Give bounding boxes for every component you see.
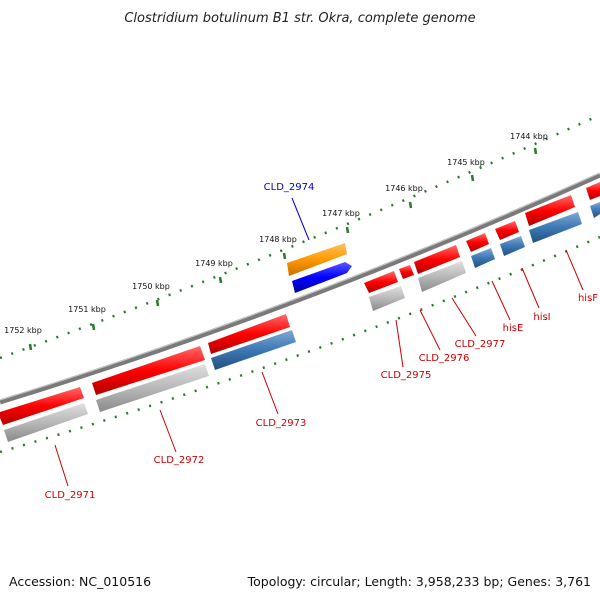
gene-cld-2971[interactable] bbox=[0, 387, 84, 425]
major-tick bbox=[218, 276, 223, 284]
major-tick bbox=[91, 323, 96, 331]
track-cld-2977 bbox=[418, 261, 466, 292]
tick-label: 1749 kbp bbox=[195, 259, 233, 268]
tick-label: 1751 kbp bbox=[68, 305, 106, 314]
gene-cld-2973[interactable] bbox=[208, 314, 290, 354]
gene-cld-2975[interactable] bbox=[364, 271, 398, 293]
track-cld-2972 bbox=[96, 364, 209, 412]
topology-summary: Topology: circular; Length: 3,958,233 bp… bbox=[247, 574, 591, 589]
tick-label: 1748 kbp bbox=[259, 235, 297, 244]
gene-cld-2974[interactable] bbox=[292, 262, 352, 293]
tick-label: 1747 kbp bbox=[322, 209, 360, 218]
tick-label: 1752 kbp bbox=[4, 326, 42, 335]
major-tick bbox=[408, 201, 413, 209]
major-tick bbox=[28, 343, 33, 351]
gene-label-hise[interactable]: hisE bbox=[503, 323, 524, 334]
tick-label: 1750 kbp bbox=[132, 282, 170, 291]
gene-label-hisf[interactable]: hisF bbox=[578, 293, 598, 304]
gene-label-cld-2972[interactable]: CLD_2972 bbox=[154, 455, 205, 466]
track-hisf bbox=[529, 212, 582, 243]
gene-label-cld-2974[interactable]: CLD_2974 bbox=[264, 182, 315, 193]
genome-backbone bbox=[0, 172, 600, 405]
major-tick bbox=[533, 147, 538, 155]
gene-label-cld-2971[interactable]: CLD_2971 bbox=[45, 490, 96, 501]
genome-backbone-highlight bbox=[0, 172, 600, 401]
major-tick bbox=[155, 299, 160, 307]
gene-cld-2976[interactable] bbox=[399, 265, 414, 279]
gene-labels: CLD_2974 CLD_2971 CLD_2972 CLD_2973 CLD_2975… bbox=[45, 182, 599, 501]
scale-major-ticks bbox=[28, 147, 538, 351]
gene-cld-2974-orange[interactable] bbox=[287, 243, 347, 276]
accession-text: Accession: NC_010516 bbox=[9, 574, 151, 589]
tick-label: 1745 kbp bbox=[447, 158, 485, 167]
gene-hisf[interactable] bbox=[525, 195, 575, 226]
scale-tick-labels: 1752 kbp 1751 kbp 1750 kbp 1749 kbp 1748 kbp… bbox=[4, 132, 548, 335]
gene-label-hisi[interactable]: hisI bbox=[533, 312, 550, 323]
major-tick bbox=[470, 174, 475, 182]
gene-cld-2977[interactable] bbox=[414, 245, 460, 274]
gene-label-cld-2973[interactable]: CLD_2973 bbox=[256, 418, 307, 429]
gene-leaders bbox=[54, 249, 584, 487]
gene-hisi[interactable] bbox=[495, 221, 519, 240]
gene-label-cld-2976[interactable]: CLD_2976 bbox=[419, 353, 470, 364]
gene-cld-2972[interactable] bbox=[92, 346, 205, 395]
scale-ring-outer bbox=[0, 113, 600, 360]
gene-hise[interactable] bbox=[466, 233, 489, 252]
tick-label: 1744 kbp bbox=[510, 132, 548, 141]
major-tick bbox=[345, 226, 350, 234]
major-tick bbox=[282, 252, 287, 260]
tick-label: 1746 kbp bbox=[385, 184, 423, 193]
map-title: Clostridium botulinum B1 str. Okra, comp… bbox=[124, 11, 475, 26]
gene-label-cld-2975[interactable]: CLD_2975 bbox=[381, 370, 432, 381]
track-hise bbox=[471, 248, 495, 268]
track-cld-2971 bbox=[4, 403, 88, 442]
gene-hisf-partial[interactable] bbox=[586, 182, 600, 200]
leader-cld-2974 bbox=[291, 197, 310, 241]
track-hisf-partial bbox=[590, 202, 600, 218]
track-cld-2975 bbox=[369, 286, 405, 311]
track-hisi bbox=[500, 236, 525, 256]
track-cld-2973 bbox=[211, 330, 296, 370]
gene-label-cld-2977[interactable]: CLD_2977 bbox=[455, 339, 506, 350]
